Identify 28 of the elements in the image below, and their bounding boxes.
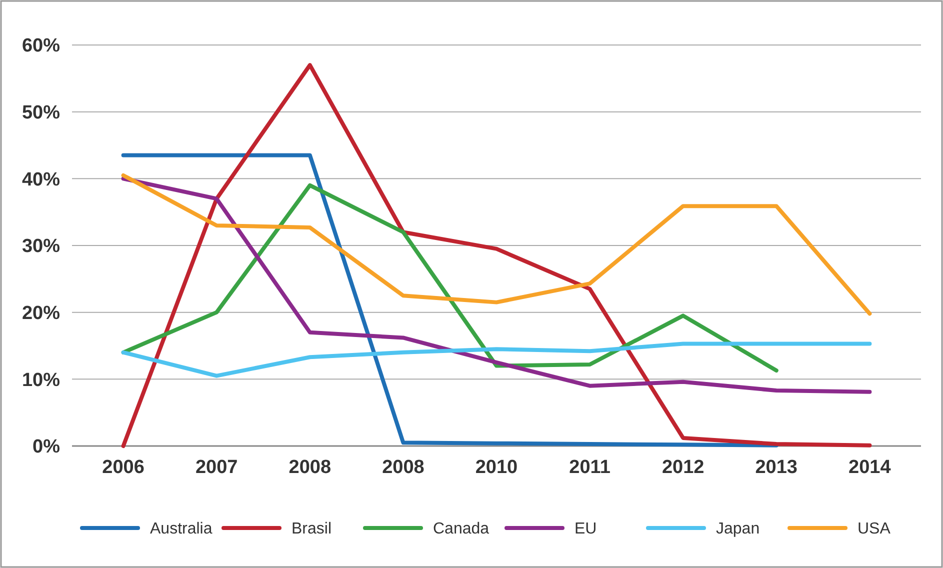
y-tick-label: 0% [32,436,60,458]
legend-label: Australia [150,520,212,538]
line-series [121,63,872,448]
legend-label: EU [574,520,597,538]
legend-label: Canada [433,520,490,538]
x-tick-label: 2011 [569,457,611,478]
line-series [121,176,872,394]
y-tick-label: 30% [22,236,60,258]
x-tick-label: 2010 [475,457,518,478]
line-series [121,173,872,316]
y-tick-label: 40% [22,169,60,190]
line-series [121,183,778,372]
x-tick-label: 2007 [195,457,238,478]
x-tick-label: 2008 [288,457,332,478]
x-tick-label: 2014 [848,457,892,478]
legend-label: USA [858,520,891,538]
x-tick-label: 2006 [102,457,144,478]
x-tick-label: 2013 [755,457,798,478]
y-tick-label: 60% [22,36,60,57]
line-series [121,342,872,378]
y-tick-label: 10% [22,370,60,391]
legend-label: Brasil [292,520,332,538]
legend-label: Japan [716,520,760,538]
y-tick-label: 20% [22,302,60,324]
line-series [121,153,778,448]
x-tick-label: 2008 [382,457,424,478]
x-tick-label: 2012 [662,457,704,478]
y-tick-label: 50% [22,102,60,124]
